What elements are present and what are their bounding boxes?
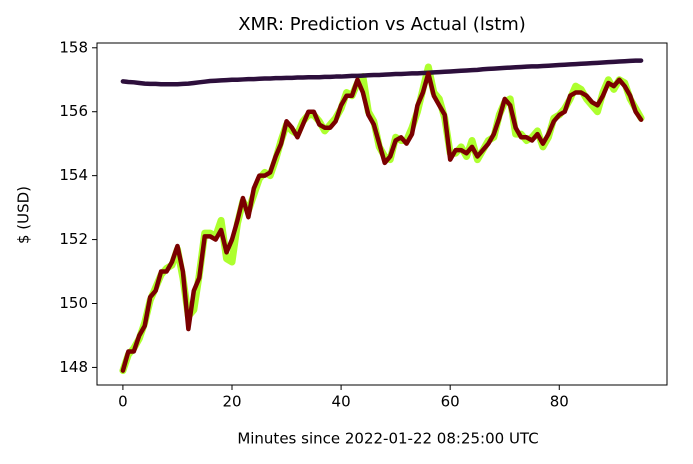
- y-tick-label: 156: [59, 102, 88, 120]
- y-tick-label: 154: [59, 166, 88, 184]
- x-tick-label: 20: [222, 393, 241, 411]
- y-axis-label: $ (USD): [15, 186, 33, 244]
- x-tick-label: 80: [550, 393, 569, 411]
- plot-frame: [96, 42, 668, 386]
- series-line: [120, 71, 644, 373]
- series-line: [120, 58, 644, 87]
- x-axis-label: Minutes since 2022-01-22 08:25:00 UTC: [237, 430, 538, 448]
- y-tick-label: 148: [59, 358, 88, 376]
- chart-title: XMR: Prediction vs Actual (lstm): [238, 14, 526, 35]
- x-tick-label: 0: [118, 393, 128, 411]
- x-tick-label: 60: [441, 393, 460, 411]
- y-tick-label: 150: [59, 294, 88, 312]
- y-tick-label: 158: [59, 38, 88, 56]
- y-tick-label: 152: [59, 230, 88, 248]
- x-tick-label: 40: [332, 393, 351, 411]
